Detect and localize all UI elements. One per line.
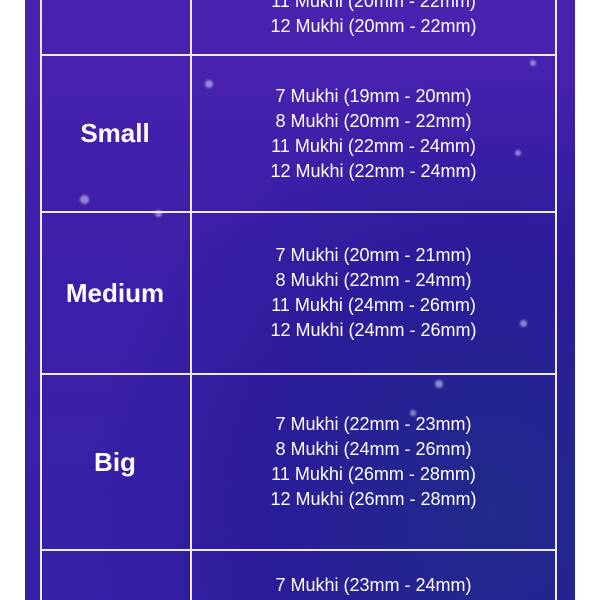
background-speck bbox=[515, 150, 521, 156]
background-speck bbox=[155, 210, 162, 217]
size-chart-card: 11 Mukhi (20mm - 22mm) 12 Mukhi (20mm - 2… bbox=[25, 0, 575, 600]
table-border-right bbox=[555, 0, 557, 600]
mukhi-size-item: 7 Mukhi (19mm - 20mm) bbox=[275, 85, 472, 106]
size-label bbox=[40, 0, 190, 54]
size-label bbox=[40, 551, 190, 600]
mukhi-size-item: 11 Mukhi (22mm - 24mm) bbox=[271, 135, 476, 156]
mukhi-size-item: 8 Mukhi (20mm - 22mm) bbox=[275, 110, 472, 131]
mukhi-size-list: 7 Mukhi (22mm - 23mm) 8 Mukhi (24mm - 26m… bbox=[192, 375, 555, 549]
mukhi-size-item: 11 Mukhi (24mm - 26mm) bbox=[271, 295, 476, 315]
table-row-row-medium: Medium 7 Mukhi (20mm - 21mm) 8 Mukhi (22mm… bbox=[40, 211, 557, 373]
mukhi-size-item: 7 Mukhi (22mm - 23mm) bbox=[275, 414, 472, 434]
mukhi-size-item: 8 Mukhi (24mm - 26mm) bbox=[275, 439, 472, 459]
table-row-row-big: Big 7 Mukhi (22mm - 23mm) 8 Mukhi (24mm - … bbox=[40, 373, 557, 549]
mukhi-size-item: 7 Mukhi (20mm - 21mm) bbox=[275, 245, 472, 265]
mukhi-size-item: 12 Mukhi (20mm - 22mm) bbox=[270, 16, 477, 36]
mukhi-size-list: 11 Mukhi (20mm - 22mm) 12 Mukhi (20mm - 2… bbox=[192, 0, 555, 39]
mukhi-size-item: 11 Mukhi (20mm - 22mm) bbox=[271, 0, 476, 11]
size-label: Small bbox=[80, 118, 150, 148]
mukhi-size-item: 8 Mukhi (22mm - 24mm) bbox=[275, 270, 472, 290]
table-row-row-partial-top: 11 Mukhi (20mm - 22mm) 12 Mukhi (20mm - 2… bbox=[40, 0, 557, 54]
mukhi-size-list: 7 Mukhi (23mm - 24mm) bbox=[192, 551, 555, 600]
mukhi-size-list: 7 Mukhi (20mm - 21mm) 8 Mukhi (22mm - 24m… bbox=[192, 213, 555, 373]
mukhi-size-item: 12 Mukhi (26mm - 28mm) bbox=[270, 489, 477, 509]
mukhi-size-item: 7 Mukhi (23mm - 24mm) bbox=[275, 575, 472, 595]
table-row-row-small: Small 7 Mukhi (19mm - 20mm) 8 Mukhi (20mm … bbox=[40, 54, 557, 211]
mukhi-size-item: 12 Mukhi (24mm - 26mm) bbox=[270, 320, 477, 340]
background-speck bbox=[520, 320, 527, 327]
background-speck bbox=[80, 195, 89, 204]
table-border-left bbox=[40, 0, 42, 600]
table-divider bbox=[190, 0, 192, 600]
background-speck bbox=[435, 380, 443, 388]
mukhi-size-item: 11 Mukhi (26mm - 28mm) bbox=[271, 464, 476, 484]
background-speck bbox=[410, 410, 416, 416]
background-speck bbox=[205, 80, 213, 88]
mukhi-size-item: 12 Mukhi (22mm - 24mm) bbox=[270, 160, 477, 181]
background-speck bbox=[530, 60, 536, 66]
size-label: Big bbox=[94, 446, 136, 477]
table-row-row-partial-bottom: 7 Mukhi (23mm - 24mm) bbox=[40, 549, 557, 600]
size-label: Medium bbox=[65, 277, 165, 308]
mukhi-size-list: 7 Mukhi (19mm - 20mm) 8 Mukhi (20mm - 22m… bbox=[192, 56, 555, 211]
